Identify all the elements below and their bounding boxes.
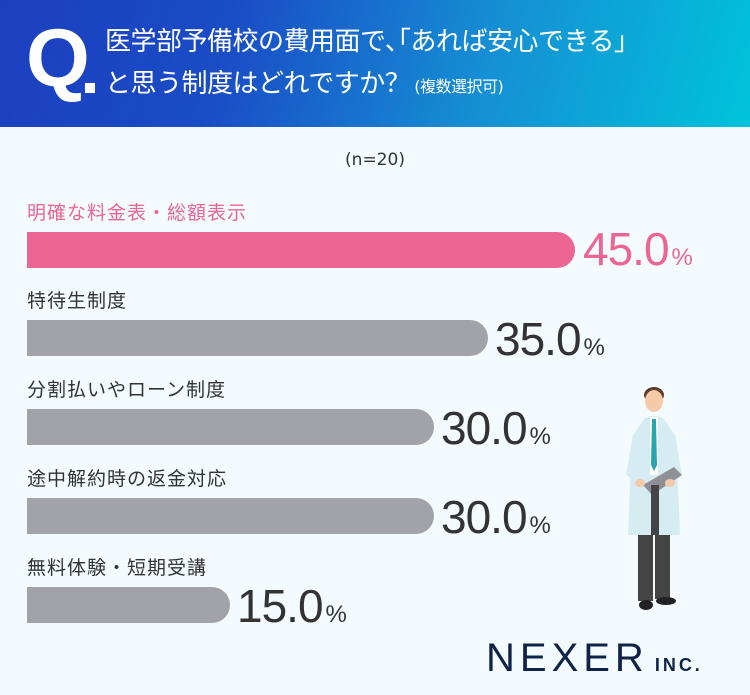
bar <box>27 409 434 445</box>
bar <box>27 587 230 623</box>
question-header: Q 医学部予備校の費用面で､｢あれば安心できる｣ と思う制度はどれですか？ (複数… <box>0 0 750 127</box>
bar-value: 30.0% <box>441 491 551 543</box>
bar-value: 35.0% <box>495 313 605 365</box>
bar-label: 途中解約時の返金対応 <box>27 468 228 490</box>
bar-label: 無料体験・短期受講 <box>27 557 208 579</box>
q-mark: Q <box>26 13 90 104</box>
sample-size: (n=20) <box>345 150 405 170</box>
q-dot <box>85 83 95 93</box>
question-line-1: 医学部予備校の費用面で､｢あれば安心できる｣ <box>105 27 627 57</box>
bar-value: 45.0% <box>583 223 693 275</box>
bar-label: 明確な料金表・総額表示 <box>27 202 248 224</box>
bar-label: 分割払いやローン制度 <box>27 379 227 401</box>
bar <box>27 232 575 268</box>
nexer-logo: NEXER INC. <box>486 636 703 680</box>
bar-value: 15.0% <box>237 580 347 632</box>
bar-label: 特待生制度 <box>27 290 128 312</box>
bar-value: 30.0% <box>441 402 551 454</box>
question-line-2-text: と思う制度はどれですか？ <box>105 69 411 99</box>
doctor-illustration-icon <box>626 387 682 610</box>
bar <box>27 498 434 534</box>
question-note: (複数選択可) <box>414 77 504 96</box>
question-line-2: と思う制度はどれですか？ (複数選択可) <box>105 68 504 103</box>
bar <box>27 320 488 356</box>
